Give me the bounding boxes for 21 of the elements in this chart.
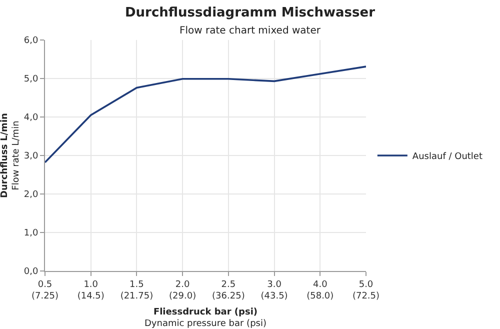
y-tick-label: 4,0 (24, 113, 38, 124)
x-tick-label: 4.0 (58.0) (306, 280, 334, 302)
y-tick-label: 3,0 (24, 152, 38, 162)
x-tick-label: 1.0 (14.5) (77, 280, 104, 302)
y-tick-label: 2,0 (24, 190, 38, 200)
line-series (45, 66, 366, 164)
x-tick-label: 2.0 (29.0) (169, 280, 196, 302)
x-tick-label: 1.5 (21.75) (120, 280, 154, 302)
x-tick-label: 3.0 (43.5) (260, 280, 288, 302)
x-tick-label: 5.0 (72.5) (352, 280, 380, 302)
x-axis-title: Fliessdruck bar (psi) Dynamic pressure bar (psi) (144, 307, 267, 329)
x-tick-label: 2.5 (36.25) (212, 280, 245, 302)
chart-title: Durchflussdiagramm Mischwasser (124, 5, 376, 20)
y-axis-title: Durchfluss L/min Flow rate L/min (0, 113, 22, 198)
y-tick-label: 5,0 (24, 74, 38, 85)
x-tick-label: 0.5 (7.25) (31, 280, 59, 302)
y-tick-label: 1,0 (24, 228, 38, 239)
y-tick-label: 6,0 (24, 36, 38, 46)
y-tick-label: 0,0 (24, 267, 38, 278)
legend-label: Auslauf / Outlet (412, 152, 483, 162)
chart-subtitle: Flow rate chart mixed water (180, 25, 322, 36)
